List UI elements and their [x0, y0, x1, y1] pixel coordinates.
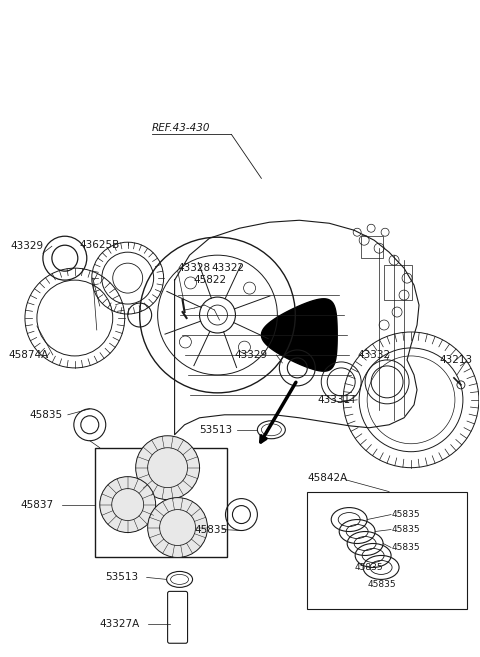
Text: 45835: 45835: [367, 580, 396, 589]
Circle shape: [136, 436, 200, 499]
Text: 45842A: 45842A: [307, 472, 348, 483]
Text: 43625B: 43625B: [80, 240, 120, 250]
Text: 43329: 43329: [10, 241, 43, 251]
Text: 45835: 45835: [194, 524, 228, 535]
Text: 45835: 45835: [30, 410, 63, 420]
Text: 43332: 43332: [357, 350, 390, 360]
Text: 43331T: 43331T: [317, 395, 357, 405]
Text: 45835: 45835: [391, 525, 420, 534]
Text: 43329: 43329: [234, 350, 267, 360]
Text: 43213: 43213: [439, 355, 472, 365]
Text: 45835: 45835: [391, 510, 420, 519]
Text: REF.43-430: REF.43-430: [152, 124, 210, 133]
Circle shape: [148, 497, 207, 557]
Text: 45837: 45837: [20, 499, 53, 510]
Text: 43322: 43322: [212, 263, 245, 273]
Text: 43327A: 43327A: [100, 620, 140, 629]
Text: 53513: 53513: [200, 425, 233, 435]
Polygon shape: [262, 299, 337, 371]
Text: 45874A: 45874A: [8, 350, 48, 360]
Text: 43328: 43328: [178, 263, 211, 273]
Text: 45835: 45835: [354, 563, 383, 572]
Text: 53513: 53513: [105, 572, 138, 582]
Circle shape: [100, 476, 156, 533]
Text: 45835: 45835: [391, 543, 420, 552]
Text: 45822: 45822: [193, 275, 227, 285]
